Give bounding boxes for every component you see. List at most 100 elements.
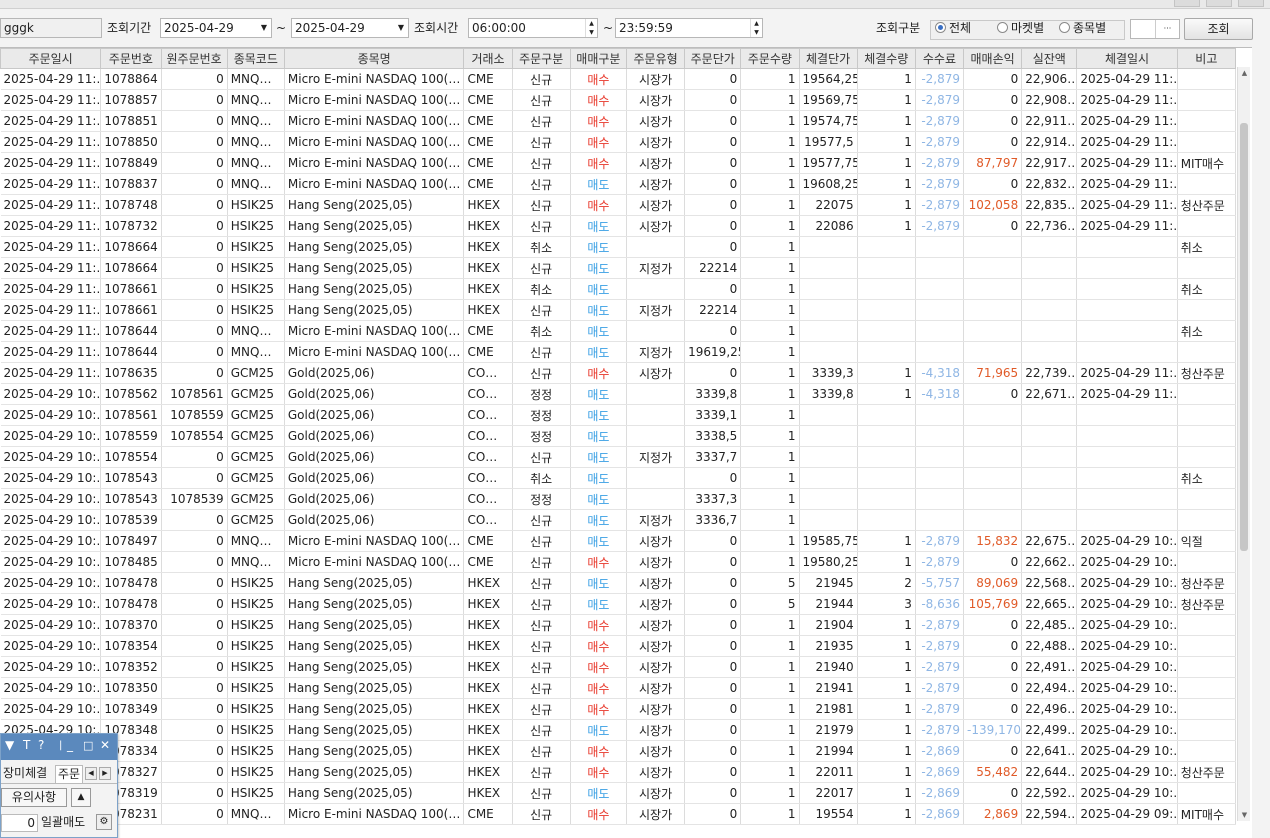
- chevron-down-icon[interactable]: ▼: [260, 23, 268, 32]
- table-cell: 매도: [570, 530, 627, 552]
- table-row[interactable]: 2025-04-29 11:… 1078635 0 GCM25 Gold(2025,06…: [0, 362, 1237, 384]
- table-row[interactable]: 2025-04-29 10:… 1078370 0 HSIK25 Hang Seng(2…: [0, 614, 1237, 636]
- column-header[interactable]: 주문번호: [100, 48, 162, 69]
- column-header[interactable]: 체결단가: [798, 48, 858, 69]
- table-cell: HSIK25: [227, 740, 285, 762]
- table-row[interactable]: 2025-04-29 10:… 1078562 1078561 GCM25 Gold(2…: [0, 383, 1237, 405]
- window-button-2[interactable]: [1206, 0, 1232, 7]
- table-cell: [1177, 656, 1237, 678]
- radio-market[interactable]: 마켓별: [997, 19, 1044, 39]
- column-header[interactable]: 종목명: [283, 48, 465, 69]
- notice-button[interactable]: 유의사항: [1, 788, 67, 807]
- table-row[interactable]: 2025-04-29 11:… 1078850 0 MNQ… Micro E-mini …: [0, 131, 1237, 153]
- table-row[interactable]: 2025-04-29 11:… 1078661 0 HSIK25 Hang Seng(2…: [0, 299, 1237, 321]
- table-row[interactable]: 2025-04-29 11:… 1078644 0 MNQ… Micro E-mini …: [0, 320, 1237, 342]
- text-size-icon[interactable]: T: [23, 738, 31, 752]
- column-header[interactable]: 주문유형: [625, 48, 686, 69]
- table-row[interactable]: 2025-04-29 11:… 1078748 0 HSIK25 Hang Seng(2…: [0, 194, 1237, 216]
- help-icon[interactable]: ?: [38, 738, 45, 752]
- pin-icon[interactable]: ▼: [5, 738, 15, 752]
- column-header[interactable]: 종목코드: [226, 48, 285, 69]
- column-header[interactable]: 거래소: [463, 48, 513, 69]
- table-row[interactable]: 2025-04-29 10:… 1078543 0 GCM25 Gold(2025,06…: [0, 467, 1237, 489]
- spinner-arrows-icon[interactable]: ▲ ▼: [585, 19, 597, 37]
- table-row[interactable]: 2025-04-29 11:… 1078851 0 MNQ… Micro E-mini …: [0, 110, 1237, 132]
- radio-symbol[interactable]: 종목별: [1059, 19, 1106, 39]
- window-button-1[interactable]: [1174, 0, 1200, 7]
- column-header[interactable]: 주문단가: [684, 48, 742, 69]
- search-button[interactable]: 조회: [1184, 18, 1253, 40]
- ellipsis-button[interactable]: ···: [1155, 20, 1179, 38]
- table-row[interactable]: 2025-04-29 10:… 1078485 0 MNQ… Micro E-mini …: [0, 551, 1237, 573]
- minimize-icon[interactable]: _: [67, 738, 73, 752]
- column-header[interactable]: 주문수량: [740, 48, 800, 69]
- column-header[interactable]: 매매구분: [569, 48, 627, 69]
- date-from-select[interactable]: 2025-04-29 ▼: [160, 18, 272, 38]
- table-row[interactable]: 2025-04-29 10:… 1078354 0 HSIK25 Hang Seng(2…: [0, 635, 1237, 657]
- tab-prev-icon[interactable]: ◀: [85, 767, 97, 780]
- column-header[interactable]: 주문일시: [0, 48, 102, 69]
- tab-next-icon[interactable]: ▶: [99, 767, 111, 780]
- gear-icon[interactable]: ⚙: [96, 814, 112, 830]
- column-header[interactable]: 비고: [1176, 48, 1237, 69]
- table-row[interactable]: 2025-04-29 11:… 1078849 0 MNQ… Micro E-mini …: [0, 152, 1237, 174]
- table-row[interactable]: 2025-04-29 11:… 1078732 0 HSIK25 Hang Seng(2…: [0, 215, 1237, 237]
- table-row[interactable]: 2025-04-29 11:… 1078644 0 MNQ… Micro E-mini …: [0, 341, 1237, 363]
- table-row[interactable]: 2025-04-29 11:… 1078664 0 HSIK25 Hang Seng(2…: [0, 236, 1237, 258]
- table-row[interactable]: 2025-04-29 11:… 1078864 0 MNQ… Micro E-mini …: [0, 68, 1237, 90]
- column-header[interactable]: 매매손익: [963, 48, 1023, 69]
- table-row[interactable]: 2025-04-29 11:… 1078837 0 MNQ… Micro E-mini …: [0, 173, 1237, 195]
- scroll-down-icon[interactable]: ▼: [1241, 811, 1248, 819]
- table-cell: 1: [740, 803, 800, 825]
- symbol-input[interactable]: ···: [1130, 19, 1180, 39]
- table-row[interactable]: 2025-04-29 10:… 1078478 0 HSIK25 Hang Seng(2…: [0, 593, 1237, 615]
- date-to-select[interactable]: 2025-04-29 ▼: [291, 18, 409, 38]
- table-cell: [1177, 173, 1237, 195]
- table-row[interactable]: 2025-04-29 11:… 1078664 0 HSIK25 Hang Seng(2…: [0, 257, 1237, 279]
- column-header[interactable]: 원주문번호: [160, 48, 228, 69]
- column-header[interactable]: 주문구분: [511, 48, 571, 69]
- table-cell: 매수: [570, 110, 627, 132]
- table-row[interactable]: 2025-04-29 10:… 1078561 1078559 GCM25 Gold(2…: [0, 404, 1237, 426]
- table-row[interactable]: 2025-04-29 10:… 1078559 1078554 GCM25 Gold(2…: [0, 425, 1237, 447]
- table-cell: Hang Seng(2025,05): [284, 278, 465, 300]
- vertical-scrollbar[interactable]: ▲ ▼: [1237, 67, 1250, 821]
- chevron-down-icon[interactable]: ▼: [397, 23, 405, 32]
- tab-order[interactable]: 주문: [55, 765, 84, 783]
- spinner-arrows-icon[interactable]: ▲ ▼: [750, 19, 762, 37]
- table-row[interactable]: 2025-04-29 11:… 1078661 0 HSIK25 Hang Seng(2…: [0, 278, 1237, 300]
- table-row[interactable]: 2025-04-29 10:… 1078539 0 GCM25 Gold(2025,06…: [0, 509, 1237, 531]
- scroll-thumb[interactable]: [1240, 123, 1248, 551]
- table-cell: 21941: [799, 677, 858, 699]
- column-header[interactable]: 체결일시: [1076, 48, 1178, 69]
- table-cell: 1078851: [100, 110, 162, 132]
- tab-unfilled[interactable]: 장미체결: [3, 766, 48, 780]
- qty-field[interactable]: 0: [1, 814, 38, 832]
- maximize-icon[interactable]: □: [83, 739, 94, 752]
- table-row[interactable]: 2025-04-29 10:… 1078350 0 HSIK25 Hang Seng(2…: [0, 677, 1237, 699]
- time-from-spinner[interactable]: 06:00:00 ▲ ▼: [468, 18, 598, 38]
- close-icon[interactable]: ✕: [100, 738, 111, 752]
- table-row[interactable]: 2025-04-29 10:… 1078478 0 HSIK25 Hang Seng(2…: [0, 572, 1237, 594]
- table-row[interactable]: 2025-04-29 11:… 1078857 0 MNQ… Micro E-mini …: [0, 89, 1237, 111]
- account-field[interactable]: gggk: [0, 18, 102, 38]
- column-header[interactable]: 체결수량: [856, 48, 916, 69]
- table-row[interactable]: 2025-04-29 10:… 1078554 0 GCM25 Gold(2025,06…: [0, 446, 1237, 468]
- window-button-3[interactable]: [1238, 0, 1264, 7]
- scroll-up-icon[interactable]: ▲: [1241, 69, 1248, 77]
- radio-all[interactable]: 전체: [935, 19, 971, 39]
- table-row[interactable]: 2025-04-29 10:… 1078349 0 HSIK25 Hang Seng(2…: [0, 698, 1237, 720]
- bulk-sell-label[interactable]: 일괄매도: [41, 815, 86, 829]
- chevron-up-icon[interactable]: ▲: [71, 788, 91, 807]
- table-row[interactable]: 2025-04-29 10:… 1078543 1078539 GCM25 Gold(2…: [0, 488, 1237, 510]
- table-row[interactable]: 2025-04-29 10:… 1078497 0 MNQ… Micro E-mini …: [0, 530, 1237, 552]
- column-header[interactable]: 수수료: [914, 48, 965, 69]
- table-row[interactable]: 2025-04-29 10:… 1078348 0 HSIK25 Hang Seng(2…: [0, 719, 1237, 741]
- time-to-spinner[interactable]: 23:59:59 ▲ ▼: [615, 18, 763, 38]
- table-row[interactable]: 2025-04-29 10:… 1078352 0 HSIK25 Hang Seng(2…: [0, 656, 1237, 678]
- column-header[interactable]: 실잔액: [1021, 48, 1078, 69]
